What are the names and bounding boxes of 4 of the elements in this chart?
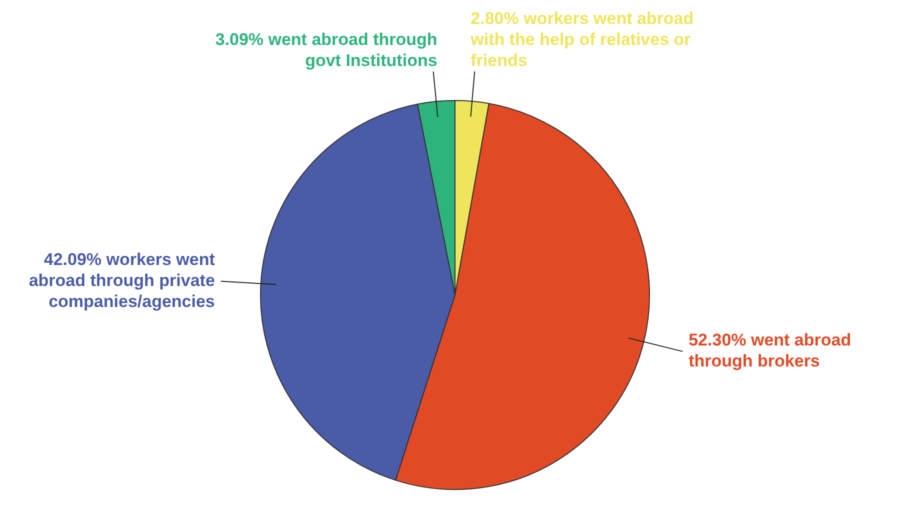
slice-label: 3.09% went abroad through govt Institutions — [215, 30, 438, 70]
slice-label: 52.30% went abroad through brokers — [688, 330, 852, 371]
slice-label: 2.80% workers went abroad with the help of relatives or friends — [470, 9, 694, 70]
slice-label: 42.09% workers went abroad through private companies/agencies — [28, 250, 216, 311]
